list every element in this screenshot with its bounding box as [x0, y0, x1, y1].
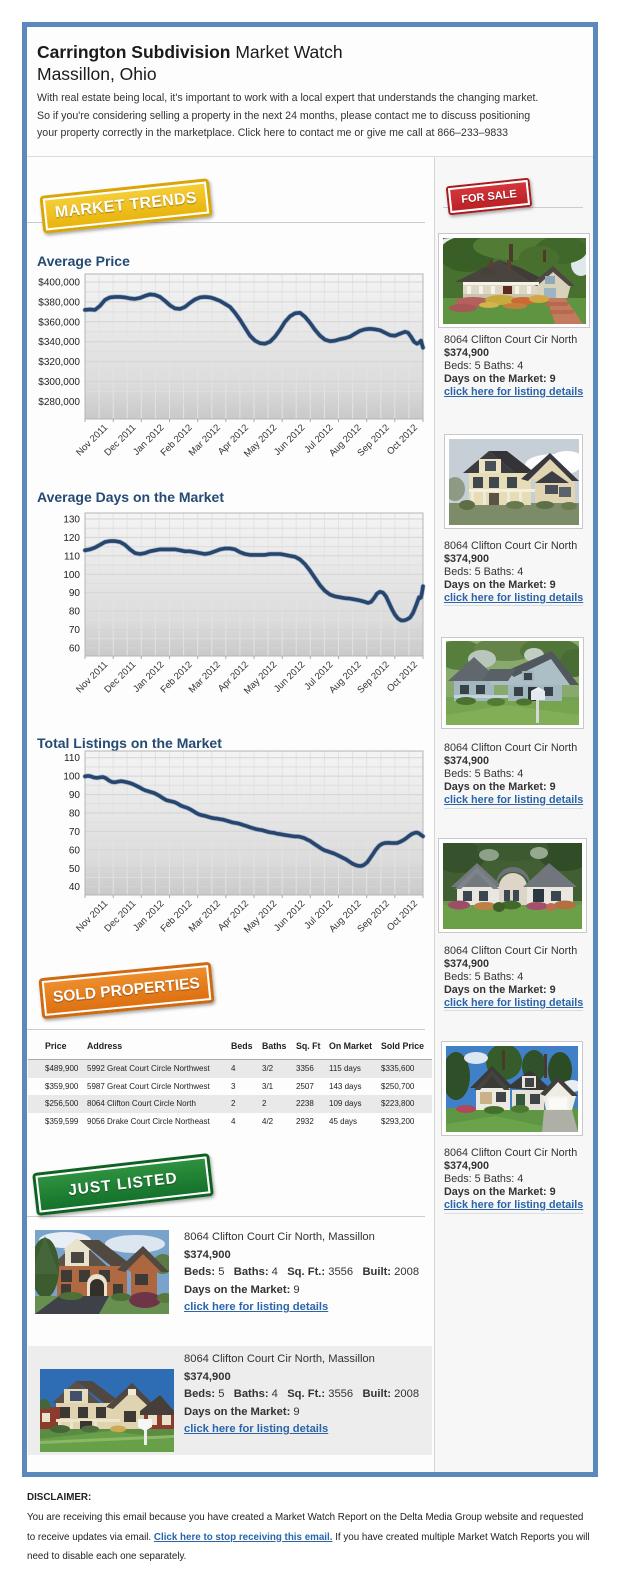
svg-text:80: 80: [69, 607, 81, 618]
svg-text:Jun 2012: Jun 2012: [272, 659, 307, 694]
svg-text:Oct 2012: Oct 2012: [385, 659, 420, 694]
svg-text:Oct 2012: Oct 2012: [385, 898, 420, 933]
svg-text:50: 50: [69, 864, 81, 875]
svg-text:100: 100: [63, 570, 80, 581]
svg-text:130: 130: [63, 515, 80, 526]
svg-text:70: 70: [69, 827, 81, 838]
svg-text:$320,000: $320,000: [38, 357, 80, 368]
svg-text:80: 80: [69, 809, 81, 820]
svg-text:110: 110: [64, 551, 80, 562]
svg-text:Oct 2012: Oct 2012: [385, 422, 420, 457]
svg-text:$380,000: $380,000: [38, 297, 80, 308]
svg-text:Jun 2012: Jun 2012: [272, 898, 307, 933]
svg-text:120: 120: [63, 533, 80, 544]
svg-text:Jun 2012: Jun 2012: [272, 422, 307, 457]
svg-text:40: 40: [69, 882, 81, 893]
svg-text:110: 110: [64, 753, 80, 764]
svg-text:90: 90: [69, 588, 81, 599]
svg-text:$300,000: $300,000: [38, 377, 80, 388]
svg-text:$340,000: $340,000: [38, 337, 80, 348]
svg-text:$280,000: $280,000: [38, 397, 80, 408]
svg-text:60: 60: [69, 845, 81, 856]
svg-text:$360,000: $360,000: [38, 317, 80, 328]
svg-text:90: 90: [69, 790, 81, 801]
svg-text:60: 60: [69, 644, 81, 655]
svg-text:70: 70: [69, 625, 81, 636]
svg-text:100: 100: [63, 772, 80, 783]
svg-text:$400,000: $400,000: [38, 278, 80, 289]
